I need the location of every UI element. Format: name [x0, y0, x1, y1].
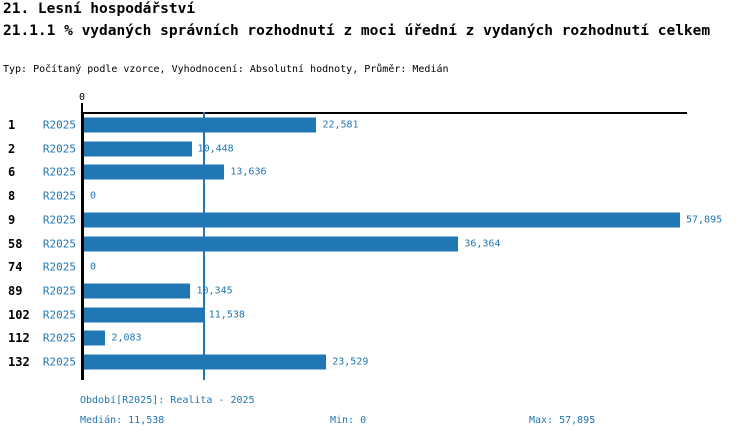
bar-track: 22,581 — [84, 117, 680, 133]
category-label: 112 — [8, 331, 30, 346]
bar-row: 89 R2025 10,345 — [0, 279, 750, 303]
bar-row: 8 R2025 0 — [0, 184, 750, 208]
series-label: R2025 — [42, 118, 76, 132]
bar — [84, 141, 192, 157]
value-label: 10,345 — [196, 285, 233, 297]
value-label: 0 — [90, 261, 97, 273]
bar-row: 74 R2025 0 — [0, 255, 750, 279]
series-label: R2025 — [42, 260, 76, 274]
value-label: 0 — [90, 190, 97, 202]
x-axis-line — [81, 112, 687, 114]
series-label: R2025 — [42, 308, 76, 322]
bar-track: 2,083 — [84, 330, 680, 346]
series-label: R2025 — [42, 213, 76, 227]
category-label: 1 — [8, 117, 16, 132]
series-label: R2025 — [42, 331, 76, 345]
bar-track: 10,345 — [84, 283, 680, 299]
bar — [84, 212, 680, 228]
category-label: 6 — [8, 165, 16, 180]
bar-track: 36,364 — [84, 236, 680, 252]
value-label: 36,364 — [464, 238, 501, 250]
bar — [84, 236, 459, 252]
bar-track: 23,529 — [84, 354, 680, 370]
indicator-meta: Typ: Počítaný podle vzorce, Vyhodnocení:… — [3, 64, 449, 75]
bar-row: 132 R2025 23,529 — [0, 350, 750, 374]
y-axis-line — [81, 112, 84, 380]
max-stat: Max: 57,895 — [529, 415, 596, 426]
value-label: 2,083 — [111, 332, 142, 344]
bar-track: 10,448 — [84, 141, 680, 157]
bar-track: 13,636 — [84, 164, 680, 180]
period-label: Období[R2025]: Realita - 2025 — [80, 395, 255, 406]
value-label: 57,895 — [686, 214, 723, 226]
series-label: R2025 — [42, 165, 76, 179]
series-label: R2025 — [42, 189, 76, 203]
bar-row: 9 R2025 57,895 — [0, 208, 750, 232]
value-label: 10,448 — [197, 143, 234, 155]
bar-row: 1 R2025 22,581 — [0, 113, 750, 137]
x-axis-tick-label: 0 — [78, 92, 86, 103]
value-label: 11,538 — [208, 309, 245, 321]
category-label: 132 — [8, 355, 30, 370]
value-label: 13,636 — [230, 166, 267, 178]
min-stat: Min: 0 — [330, 415, 367, 426]
indicator-subtitle: 21.1.1 % vydaných správních rozhodnutí z… — [3, 23, 711, 39]
series-label: R2025 — [42, 284, 76, 298]
series-label: R2025 — [42, 355, 76, 369]
bar-track: 0 — [84, 260, 680, 275]
median-stat: Medián: 11,538 — [80, 415, 165, 426]
series-label: R2025 — [42, 237, 76, 251]
bar-track: 57,895 — [84, 212, 722, 228]
bar — [84, 283, 191, 299]
report-title: 21. Lesní hospodářství — [3, 1, 196, 17]
category-label: 102 — [8, 307, 30, 322]
category-label: 2 — [8, 141, 16, 156]
value-label: 22,581 — [322, 119, 359, 131]
bar-row: 102 R2025 11,538 — [0, 303, 750, 327]
category-label: 8 — [8, 189, 16, 204]
bar — [84, 117, 317, 133]
bar-track: 0 — [84, 189, 680, 204]
series-label: R2025 — [42, 142, 76, 156]
x-axis-tick-mark — [81, 103, 83, 112]
bar — [84, 307, 203, 323]
bar-row: 58 R2025 36,364 — [0, 232, 750, 256]
bar — [84, 354, 327, 370]
bar-row: 2 R2025 10,448 — [0, 137, 750, 161]
category-label: 74 — [8, 260, 23, 275]
bar-row: 6 R2025 13,636 — [0, 160, 750, 184]
category-label: 89 — [8, 284, 23, 298]
category-label: 9 — [8, 212, 16, 227]
bar-rows: 1 R2025 22,581 2 R2025 10,448 6 R2025 13,636 8 R20… — [0, 113, 750, 374]
bar — [84, 330, 106, 346]
value-label: 23,529 — [332, 356, 369, 368]
bar — [84, 164, 225, 180]
bar-row: 112 R2025 2,083 — [0, 327, 750, 351]
bar-track: 11,538 — [84, 307, 680, 323]
category-label: 58 — [8, 236, 23, 251]
